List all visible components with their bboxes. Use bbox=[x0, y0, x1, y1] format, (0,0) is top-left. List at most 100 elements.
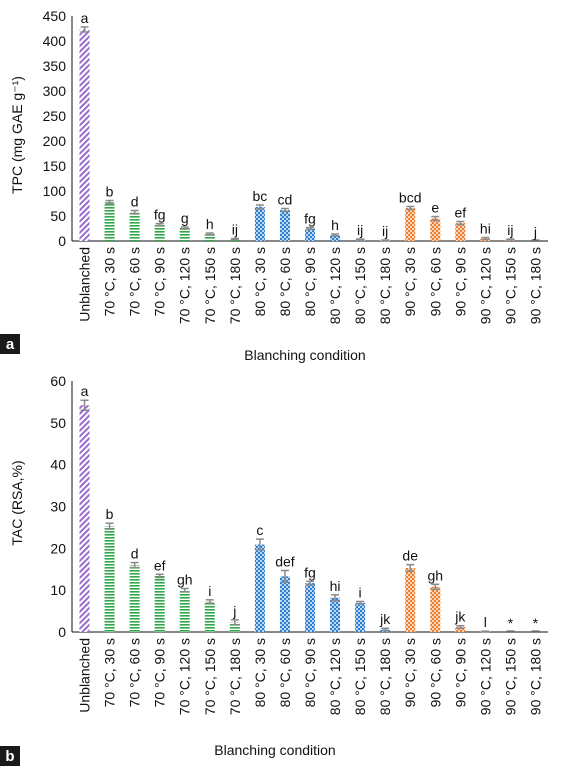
x-axis-label: Blanching condition bbox=[244, 347, 365, 363]
bar bbox=[305, 228, 315, 241]
category-label: 90 °C, 60 s bbox=[427, 638, 443, 707]
significance-letter: b bbox=[106, 506, 114, 522]
category-labels: Unblanched 70 °C, 30 s 70 °C, 60 s 70 °C, 9… bbox=[77, 247, 544, 324]
bar bbox=[79, 29, 90, 241]
error-bar bbox=[331, 594, 340, 602]
error-bar bbox=[381, 239, 390, 242]
error-bar bbox=[456, 624, 465, 629]
bar bbox=[129, 212, 140, 241]
significance-letter: de bbox=[402, 548, 418, 564]
category-label: 70 °C, 150 s bbox=[202, 638, 218, 715]
significance-letter: fg bbox=[304, 211, 316, 227]
y-ticks: 0 10 20 30 40 50 60 bbox=[50, 373, 66, 640]
category-label: 70 °C, 180 s bbox=[227, 638, 243, 715]
y-tick-label: 350 bbox=[43, 58, 67, 74]
category-label: Unblanched bbox=[77, 638, 93, 713]
y-tick-label: 250 bbox=[43, 108, 67, 124]
significance-letter: i bbox=[359, 584, 362, 600]
category-label: 90 °C, 90 s bbox=[452, 247, 468, 316]
category-label: 90 °C, 120 s bbox=[477, 247, 493, 324]
error-bar bbox=[306, 226, 314, 231]
category-label: 80 °C, 90 s bbox=[302, 247, 318, 316]
significance-letter: d bbox=[131, 546, 139, 562]
bar bbox=[204, 601, 215, 632]
category-label: 80 °C, 30 s bbox=[252, 638, 268, 707]
bar bbox=[254, 207, 265, 241]
significance-letter: c bbox=[256, 522, 263, 538]
y-tick-label: 450 bbox=[43, 8, 67, 24]
significance-letter: ij bbox=[357, 222, 363, 238]
significance-letter: ef bbox=[454, 205, 466, 221]
error-bar bbox=[130, 209, 139, 215]
category-label: 90 °C, 30 s bbox=[402, 638, 418, 707]
significance-letter: i bbox=[208, 583, 211, 599]
category-label: 90 °C, 90 s bbox=[452, 638, 468, 707]
category-label: 70 °C, 30 s bbox=[102, 247, 118, 316]
significance-letter: bc bbox=[252, 188, 267, 204]
category-label: 80 °C, 150 s bbox=[352, 638, 368, 715]
category-label: 70 °C, 30 s bbox=[102, 638, 118, 707]
significance-letter: ef bbox=[154, 557, 166, 573]
y-tick-label: 400 bbox=[43, 33, 67, 49]
error-bar bbox=[105, 199, 114, 205]
significance-letter: ij bbox=[382, 223, 388, 239]
panel-tag: a bbox=[6, 336, 15, 353]
y-tick-label: 60 bbox=[50, 373, 66, 389]
y-tick-label: 50 bbox=[50, 415, 66, 431]
error-bar bbox=[180, 587, 189, 593]
category-label: 90 °C, 120 s bbox=[477, 638, 493, 715]
bar bbox=[79, 405, 90, 632]
category-label: 70 °C, 120 s bbox=[177, 247, 193, 324]
error-bar bbox=[80, 26, 89, 33]
significance-letter: * bbox=[533, 615, 539, 631]
error-bar bbox=[155, 222, 164, 227]
y-tick-label: 0 bbox=[58, 233, 66, 249]
significance-letter: j bbox=[533, 224, 537, 240]
error-bar bbox=[255, 204, 264, 210]
error-bar bbox=[306, 580, 314, 586]
error-bar bbox=[130, 561, 139, 569]
y-ticks: 0 50 100 150 200 250 300 350 400 450 bbox=[43, 8, 67, 249]
category-label: Unblanched bbox=[77, 247, 93, 322]
category-label: 90 °C, 180 s bbox=[527, 638, 543, 715]
error-bar bbox=[280, 569, 289, 583]
error-bar bbox=[255, 538, 264, 551]
category-label: 70 °C, 60 s bbox=[127, 247, 143, 316]
category-label: 90 °C, 150 s bbox=[502, 247, 518, 324]
error-bar bbox=[431, 215, 440, 222]
y-axis-label: TAC (RSA,%) bbox=[9, 460, 25, 545]
category-label: 70 °C, 120 s bbox=[177, 638, 193, 715]
error-bar bbox=[406, 563, 415, 573]
significance-letter: def bbox=[275, 554, 295, 570]
bar bbox=[430, 586, 441, 632]
significance-letter: * bbox=[508, 615, 514, 631]
significance-letter: ij bbox=[507, 222, 513, 238]
significance-letter: j bbox=[232, 603, 236, 619]
significance-letter: hi bbox=[480, 221, 491, 237]
bar bbox=[179, 590, 190, 632]
category-label: 80 °C, 180 s bbox=[377, 638, 393, 715]
significance-letter: cd bbox=[278, 192, 293, 208]
category-label: 70 °C, 150 s bbox=[202, 247, 218, 324]
category-label: 70 °C, 90 s bbox=[152, 247, 168, 316]
significance-letter: jk bbox=[454, 609, 466, 625]
y-axis-label: TPC (mg GAE g⁻¹) bbox=[9, 76, 25, 194]
category-label: 80 °C, 150 s bbox=[352, 247, 368, 324]
error-bar bbox=[506, 238, 515, 241]
bar bbox=[455, 223, 466, 241]
bar bbox=[129, 565, 140, 632]
error-bar bbox=[105, 522, 114, 530]
error-bar bbox=[406, 205, 415, 211]
error-bar bbox=[80, 399, 89, 412]
y-tick-label: 40 bbox=[50, 457, 66, 473]
category-label: 80 °C, 60 s bbox=[277, 247, 293, 316]
error-bar bbox=[381, 627, 390, 632]
y-tick-label: 20 bbox=[50, 540, 66, 556]
category-label: 90 °C, 150 s bbox=[502, 638, 518, 715]
bar bbox=[179, 228, 190, 241]
x-axis-label: Blanching condition bbox=[214, 742, 335, 758]
y-tick-label: 150 bbox=[43, 158, 67, 174]
